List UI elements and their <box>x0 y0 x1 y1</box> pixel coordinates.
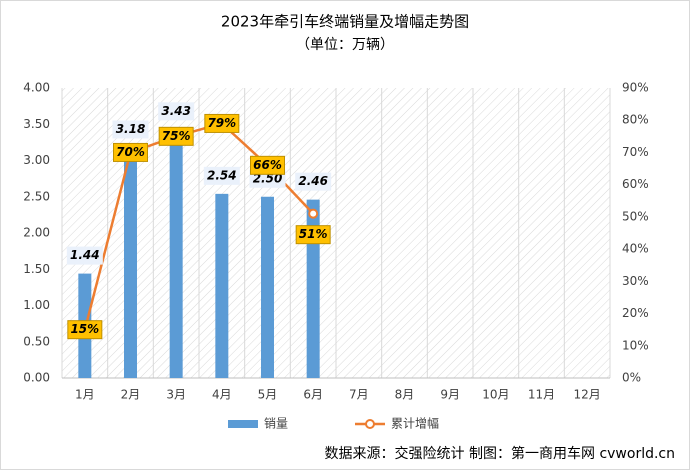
bar-label-box <box>112 120 149 139</box>
bar <box>124 147 137 378</box>
y2-tick-label: 70% <box>622 145 649 159</box>
bar-label: 1.44 <box>70 248 100 262</box>
y-tick-label: 0.50 <box>23 334 50 348</box>
y-tick-label: 1.00 <box>23 298 50 312</box>
y-tick-label: 3.00 <box>23 153 50 167</box>
bar <box>169 129 183 378</box>
line-label-box <box>204 113 240 133</box>
y-tick-label: 2.50 <box>23 189 50 203</box>
bar-label: 2.54 <box>207 168 237 182</box>
x-tick-label: 3月 <box>166 388 186 402</box>
y-tick-label: 1.50 <box>23 262 50 276</box>
legend-marker <box>365 419 375 429</box>
y-tick-label: 4.00 <box>23 81 50 95</box>
line-label: 70% <box>116 145 145 159</box>
legend-label: 累计增幅 <box>391 416 439 431</box>
x-tick-label: 8月 <box>395 388 415 402</box>
bar-label: 3.43 <box>161 104 191 118</box>
source-note: 数据来源：交强险统计 制图：第一商用车网 cvworld.cn <box>325 445 675 462</box>
line-label-box <box>158 126 194 146</box>
line-label-box <box>295 225 331 245</box>
y2-tick-label: 80% <box>622 113 649 127</box>
x-tick-label: 11月 <box>528 388 555 402</box>
bar <box>215 193 229 378</box>
bar-label-box <box>66 246 103 265</box>
line-label: 66% <box>253 158 282 172</box>
bar-label: 3.18 <box>116 122 146 136</box>
y2-tick-label: 30% <box>622 274 649 288</box>
bar <box>306 199 320 378</box>
x-tick-label: 5月 <box>258 388 278 402</box>
x-tick-label: 12月 <box>574 388 601 402</box>
y2-tick-label: 60% <box>622 177 649 191</box>
y2-tick-label: 90% <box>622 81 649 95</box>
y-tick-label: 2.00 <box>23 226 50 240</box>
y-tick-label: 0.00 <box>23 371 50 385</box>
x-tick-label: 4月 <box>212 388 232 402</box>
line-label: 79% <box>207 116 236 130</box>
line-marker <box>308 208 319 219</box>
line-label: 51% <box>299 227 328 241</box>
legend-label: 销量 <box>264 417 288 431</box>
x-tick-label: 7月 <box>349 388 369 402</box>
bar-label-box <box>295 172 332 191</box>
chart-subtitle: （单位：万辆） <box>296 37 394 53</box>
y2-tick-label: 10% <box>622 338 649 352</box>
y-tick-label: 3.50 <box>23 117 50 131</box>
bar-label-box <box>158 102 195 121</box>
y2-tick-label: 20% <box>622 306 649 320</box>
x-tick-label: 1月 <box>75 388 95 402</box>
y2-tick-label: 0% <box>622 371 641 385</box>
legend-swatch <box>228 420 258 428</box>
y2-tick-label: 50% <box>622 209 649 223</box>
bar-label: 2.46 <box>298 174 328 188</box>
chart-title: 2023年牵引车终端销量及增幅走势图 <box>221 13 469 31</box>
x-tick-label: 9月 <box>440 388 460 402</box>
y2-tick-label: 40% <box>622 242 649 256</box>
bar <box>261 196 274 378</box>
line-label: 75% <box>162 129 191 143</box>
x-tick-label: 6月 <box>303 388 323 402</box>
x-tick-label: 10月 <box>482 388 509 402</box>
line-label-box <box>67 320 103 340</box>
line-label: 15% <box>70 322 99 336</box>
line-label-box <box>113 142 148 162</box>
line-label-box <box>250 155 285 175</box>
x-tick-label: 2月 <box>121 388 141 402</box>
bar-label-box <box>203 166 240 185</box>
